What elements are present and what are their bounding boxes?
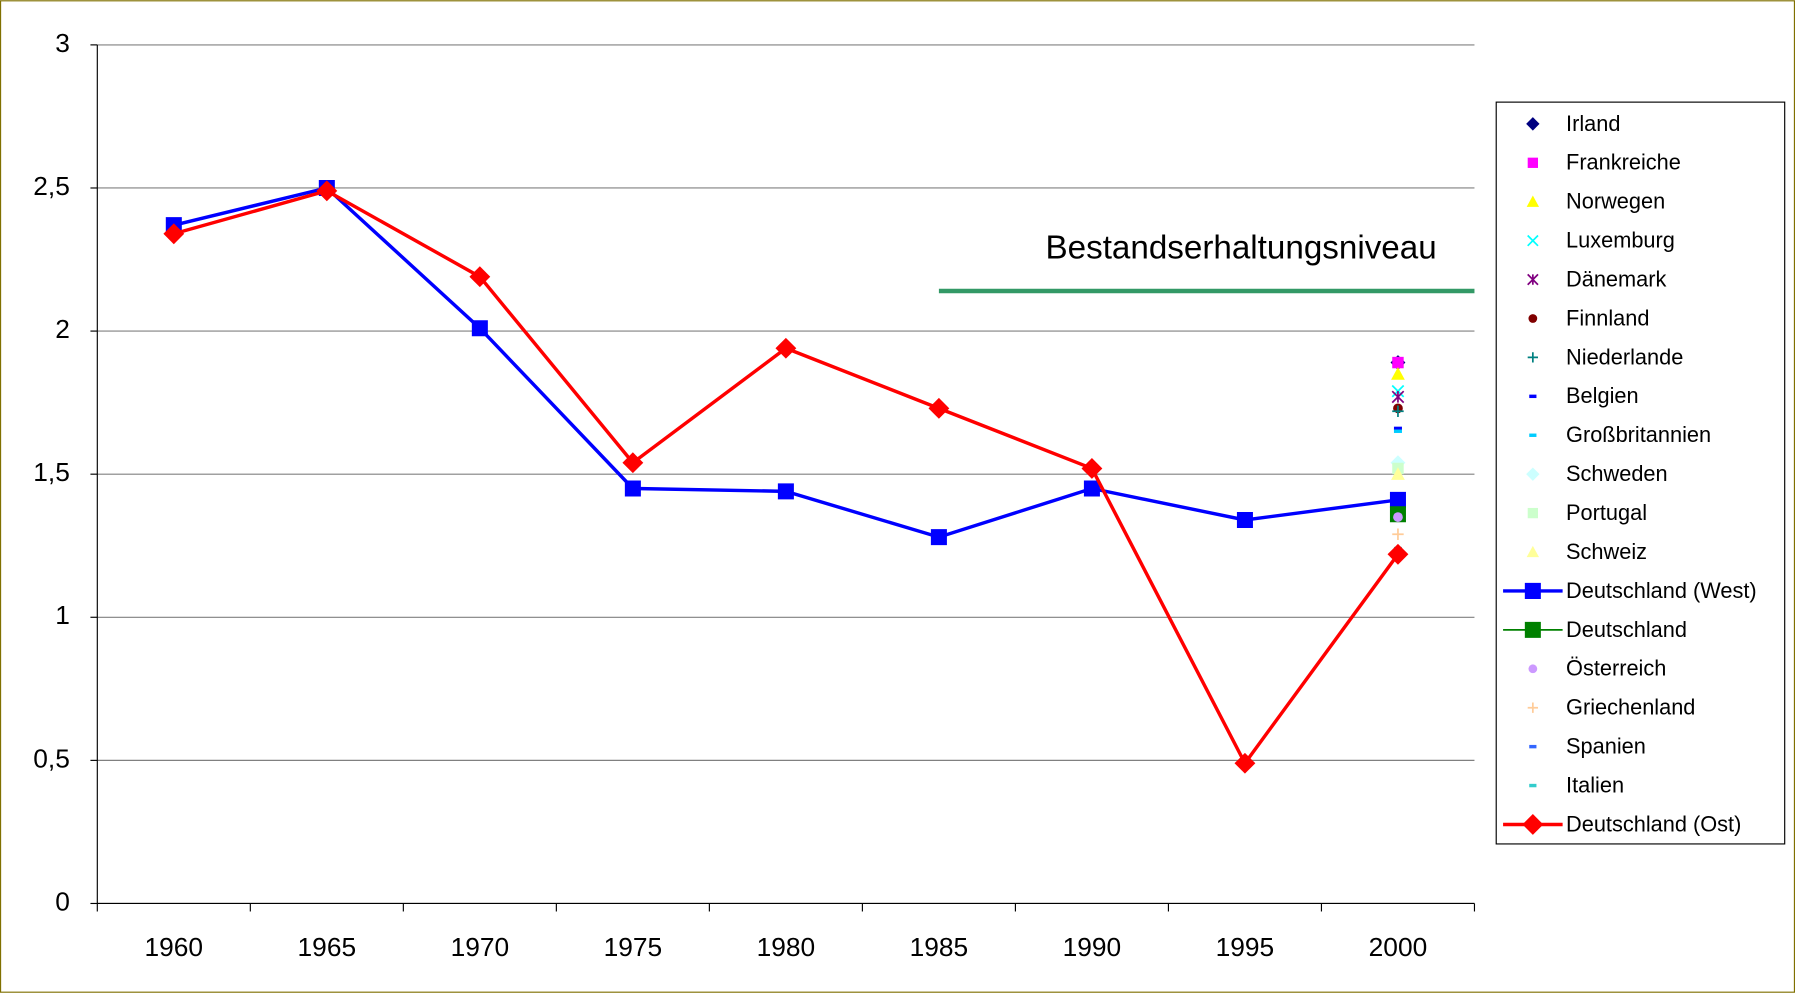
data-point (163, 223, 185, 245)
data-point (777, 483, 794, 500)
data-point (1392, 528, 1404, 541)
x-tick-label: 1980 (757, 932, 816, 962)
data-point (1234, 752, 1256, 774)
legend-label: Niederlande (1566, 344, 1683, 369)
legend-label: Deutschland (Ost) (1566, 811, 1741, 836)
data-point (1392, 356, 1404, 369)
legend-marker (1526, 195, 1540, 207)
data-point (316, 180, 338, 202)
data-point (930, 529, 947, 546)
legend-marker (1527, 352, 1538, 363)
data-point (928, 397, 950, 419)
legend-marker (1527, 273, 1539, 286)
data-point (1236, 511, 1253, 528)
data-point (1391, 467, 1405, 480)
legend-label: Deutschland (1566, 617, 1687, 642)
legend-label: Norwegen (1566, 189, 1665, 214)
legend-label: Frankreiche (1566, 150, 1681, 175)
legend-label: Belgien (1566, 383, 1639, 408)
legend-marker (1528, 314, 1538, 323)
x-tick-label: 2000 (1369, 932, 1428, 962)
x-tick-label: 1970 (451, 932, 510, 962)
legend-label: Irland (1566, 111, 1620, 136)
legend-label: Spanien (1566, 734, 1646, 759)
data-point (471, 320, 488, 337)
data-point (1391, 390, 1405, 404)
legend-marker (1527, 702, 1538, 713)
x-tick-label: 1965 (298, 932, 357, 962)
y-tick-label: 1 (55, 600, 70, 630)
legend-label: Griechenland (1566, 695, 1695, 720)
x-tick-label: 1985 (910, 932, 969, 962)
reference-label: Bestandserhaltungsniveau (1046, 230, 1437, 267)
legend-marker (1527, 234, 1539, 247)
data-point (624, 480, 641, 497)
y-tick-label: 3 (55, 28, 70, 58)
x-tick-label: 1975 (604, 932, 663, 962)
x-tick-label: 1995 (1216, 932, 1275, 962)
legend-marker (1527, 157, 1538, 168)
legend-label: Schweiz (1566, 539, 1647, 564)
legend-label: Dänemark (1566, 266, 1666, 291)
data-point (1392, 405, 1404, 417)
legend-marker (1522, 814, 1544, 835)
data-point (1389, 491, 1406, 508)
data-point (622, 452, 644, 474)
legend-marker (1527, 507, 1538, 519)
legend-label: Portugal (1566, 500, 1647, 525)
legend-label: Luxemburg (1566, 228, 1675, 253)
legend-label: Italien (1566, 772, 1624, 797)
data-point (469, 266, 491, 288)
data-point (1393, 512, 1403, 522)
legend-label: Großbritannien (1566, 422, 1711, 447)
x-tick-label: 1990 (1063, 932, 1122, 962)
legend-marker (1524, 582, 1541, 599)
data-point (1081, 458, 1103, 479)
legend-label: Deutschland (West) (1566, 578, 1757, 603)
legend-marker (1528, 664, 1538, 674)
data-point (1083, 480, 1100, 497)
legend-label: Finnland (1566, 305, 1649, 330)
y-tick-label: 0 (55, 886, 70, 916)
data-point (1391, 367, 1405, 380)
legend-label: Österreich (1566, 656, 1666, 681)
legend-label: Schweden (1566, 461, 1668, 486)
y-tick-label: 1,5 (33, 457, 70, 487)
x-tick-label: 1960 (145, 932, 204, 962)
data-point (775, 337, 797, 359)
legend-box (1495, 101, 1786, 845)
legend-marker (1526, 545, 1540, 558)
y-tick-label: 2,5 (33, 171, 70, 201)
legend-marker (1524, 621, 1541, 638)
y-tick-label: 0,5 (33, 743, 70, 773)
y-tick-label: 2 (55, 314, 70, 344)
